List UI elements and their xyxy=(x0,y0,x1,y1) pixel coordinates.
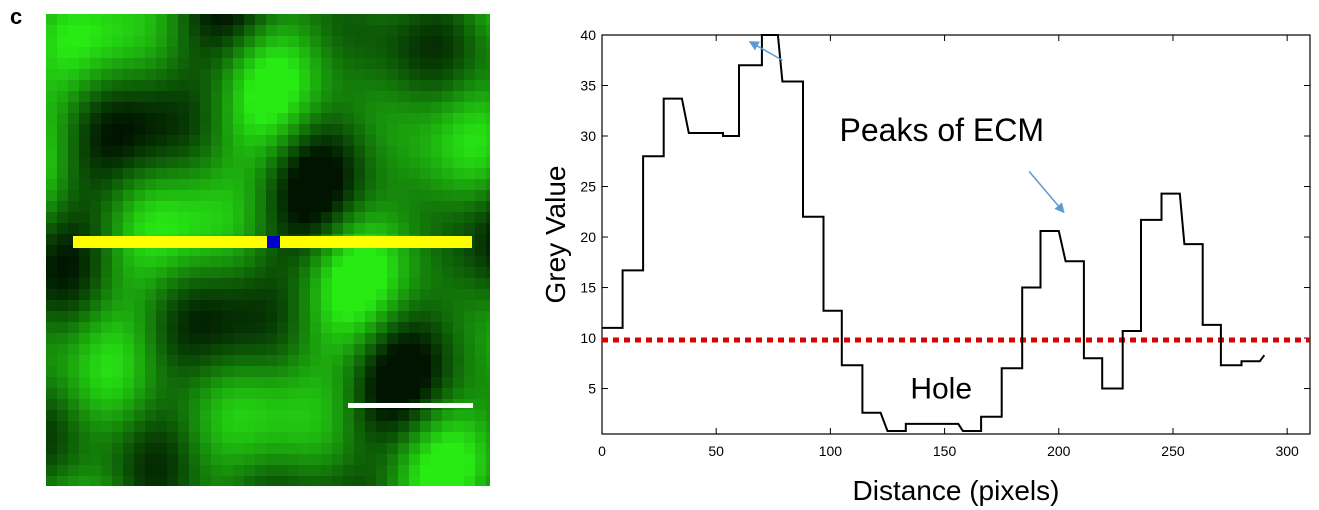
x-tick-label: 0 xyxy=(598,443,606,459)
annotation-arrow xyxy=(1028,170,1065,214)
y-tick-label: 40 xyxy=(580,27,596,43)
center-marker xyxy=(267,236,280,248)
x-axis-label: Distance (pixels) xyxy=(853,475,1060,506)
annotation-arrow xyxy=(748,41,783,61)
x-tick-label: 50 xyxy=(708,443,724,459)
micrograph-image xyxy=(46,14,490,486)
x-tick-label: 150 xyxy=(933,443,957,459)
scale-bar xyxy=(348,403,473,408)
y-tick-label: 20 xyxy=(580,229,596,245)
x-tick-label: 300 xyxy=(1275,443,1299,459)
y-tick-label: 30 xyxy=(580,128,596,144)
plot-frame xyxy=(601,34,1311,435)
y-tick-label: 25 xyxy=(580,179,596,195)
y-tick-label: 10 xyxy=(580,330,596,346)
annotation-hole: Hole xyxy=(910,373,972,406)
panel-label: c xyxy=(10,4,23,29)
micrograph-pixels xyxy=(46,14,490,486)
x-tick-label: 250 xyxy=(1161,443,1185,459)
y-tick-label: 5 xyxy=(588,381,596,397)
plot-area: 0 50 100 150 200 250 300 5 10 15 20 25 30 35 40 xyxy=(580,27,1311,459)
x-tick-label: 200 xyxy=(1047,443,1071,459)
series-line xyxy=(602,34,1266,432)
y-axis-label: Grey Value xyxy=(540,166,571,304)
x-tick-label: 100 xyxy=(819,443,843,459)
annotation-peaks: Peaks of ECM xyxy=(840,112,1045,148)
y-tick-label: 15 xyxy=(580,280,596,296)
y-tick-label: 35 xyxy=(580,78,596,94)
